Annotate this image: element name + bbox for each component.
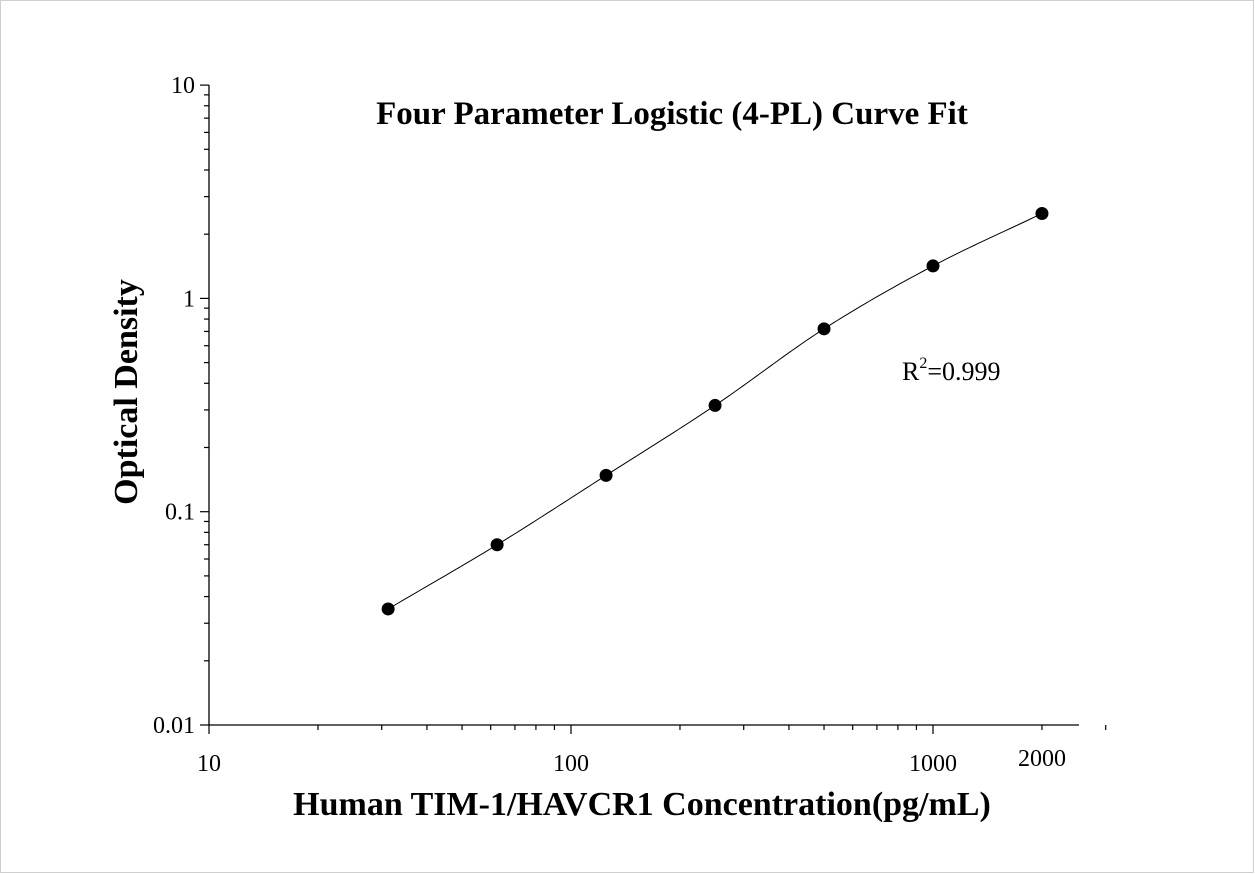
r-squared-superscript: 2 <box>919 355 927 372</box>
y-tick-label: 0.1 <box>165 500 195 526</box>
y-tick-label: 10 <box>171 73 195 99</box>
r-squared-base: R <box>902 357 920 386</box>
data-points <box>381 207 1049 616</box>
y-tick-label: 0.01 <box>153 713 195 739</box>
data-point <box>708 398 722 412</box>
data-point <box>599 468 613 482</box>
r-squared-value: =0.999 <box>927 357 1000 386</box>
data-point <box>817 322 831 336</box>
x-axis-title: Human TIM-1/HAVCR1 Concentration(pg/mL) <box>293 786 991 823</box>
data-point <box>926 259 940 273</box>
chart-title: Four Parameter Logistic (4-PL) Curve Fit <box>376 96 968 132</box>
x-tick-label: 2000 <box>1018 746 1066 772</box>
r-squared-annotation: R2=0.999 <box>902 355 1001 386</box>
y-axis-title: Optical Density <box>108 279 145 505</box>
x-tick-label: 100 <box>553 751 589 777</box>
x-tick-label: 10 <box>197 751 221 777</box>
data-point <box>490 538 504 552</box>
y-tick-label: 1 <box>183 286 195 312</box>
data-point <box>381 602 395 616</box>
x-tick-label: 1000 <box>909 751 957 777</box>
tick-labels: 0.01 0.1 1 10 10 100 1000 2000 <box>153 73 1066 777</box>
axis-ticks <box>200 84 1107 734</box>
data-point <box>1035 207 1049 221</box>
axes <box>208 85 1079 726</box>
